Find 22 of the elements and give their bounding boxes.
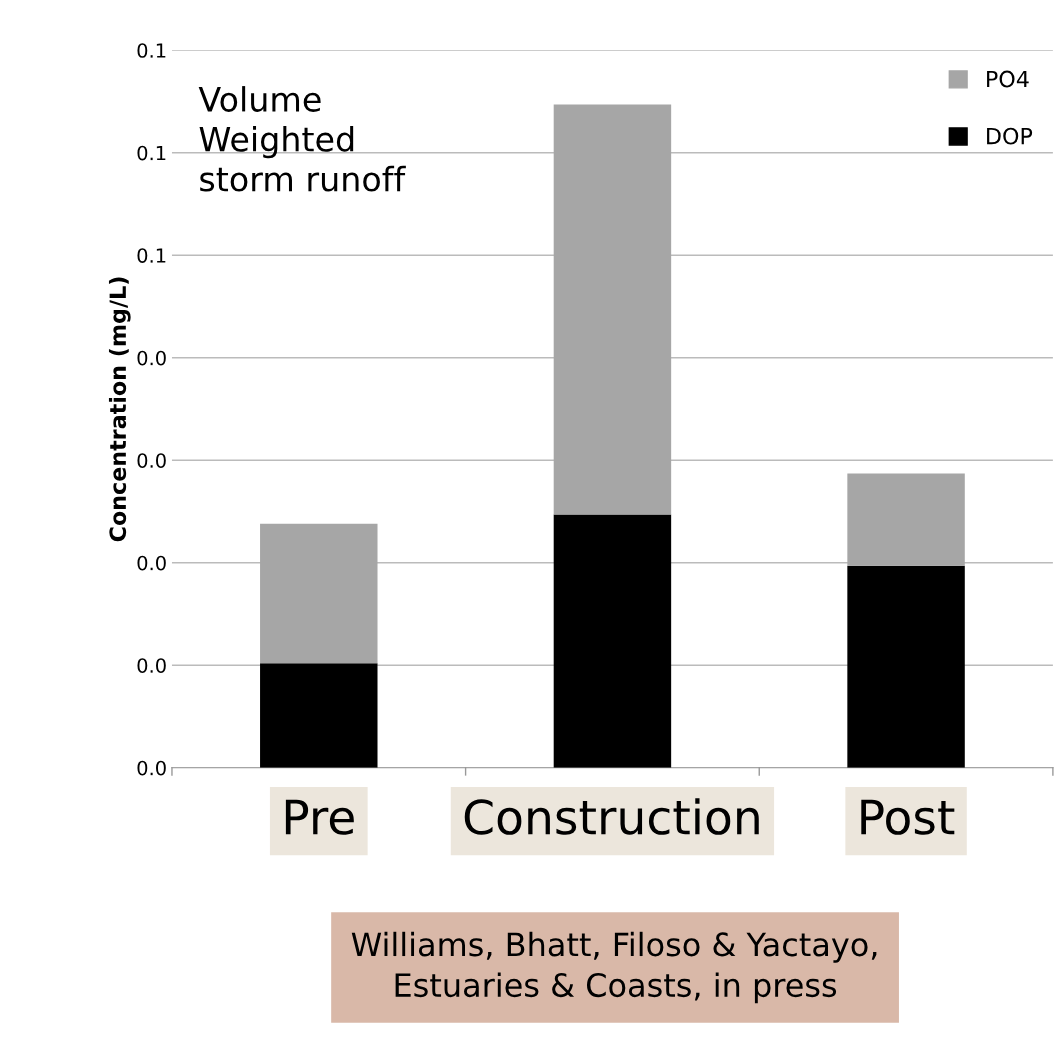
legend-label: DOP [987, 127, 1033, 145]
bar [847, 565, 965, 768]
annotation: Volume Weighted storm runoff [198, 86, 406, 192]
bar [847, 473, 965, 566]
bar [553, 104, 672, 515]
y-tick-label: 0.0 [137, 658, 166, 673]
y-tick-label: 0.0 [137, 350, 166, 366]
x-tick-label: Construction [464, 798, 759, 835]
y-tick-label: 0.1 [137, 43, 166, 58]
bar [260, 523, 378, 664]
x-tick-label: Post [861, 799, 955, 835]
y-axis-title: Concentration (mg/L) [108, 277, 131, 542]
y-tick-label: 0.0 [137, 760, 166, 776]
text: Williams, Bhatt, Filoso & Yactayo, Estuaries & Coasts, in press [351, 931, 877, 1004]
y-tick-label: 0.1 [137, 145, 166, 161]
bar [260, 663, 378, 768]
y-tick-label: 0.0 [137, 555, 166, 571]
x-tick-label: Pre [285, 799, 354, 835]
y-tick-label: 0.1 [137, 248, 166, 263]
legend-label: PO4 [987, 70, 1029, 88]
bar [553, 514, 672, 768]
y-tick-label: 0.0 [137, 453, 166, 468]
